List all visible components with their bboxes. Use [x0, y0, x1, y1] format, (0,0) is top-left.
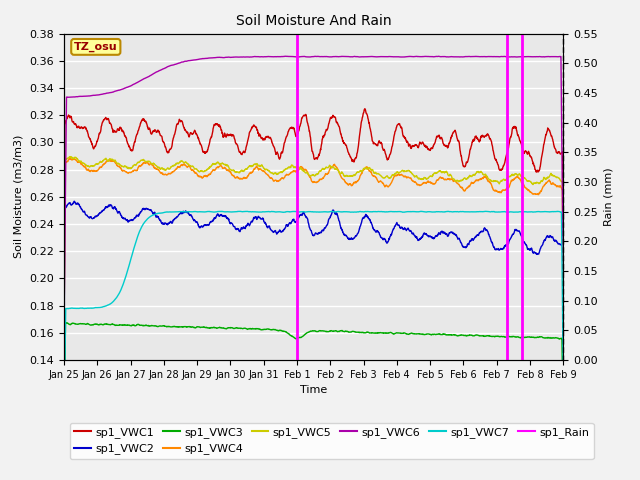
sp1_VWC2	[303, 216, 311, 221]
sp1_VWC7	[60, 419, 68, 424]
sp1_VWC2	[454, 235, 461, 240]
sp1_VWC7	[86, 305, 93, 311]
sp1_VWC5	[559, 317, 567, 323]
sp1_VWC7	[554, 208, 561, 214]
sp1_VWC6	[559, 276, 567, 282]
sp1_VWC2	[60, 378, 68, 384]
sp1_VWC3	[60, 434, 68, 440]
sp1_VWC1	[545, 127, 553, 132]
sp1_VWC5	[66, 154, 74, 159]
sp1_VWC2	[559, 345, 567, 350]
sp1_VWC6	[86, 93, 93, 99]
sp1_VWC1	[545, 126, 552, 132]
Line: sp1_VWC5: sp1_VWC5	[64, 156, 563, 356]
sp1_VWC3	[545, 335, 552, 341]
sp1_VWC1	[559, 283, 567, 288]
sp1_VWC6	[545, 54, 552, 60]
sp1_VWC7	[545, 209, 552, 215]
sp1_VWC1	[361, 106, 369, 112]
Line: sp1_VWC7: sp1_VWC7	[64, 211, 563, 421]
sp1_VWC4	[86, 168, 93, 174]
sp1_VWC5	[290, 165, 298, 170]
sp1_VWC6	[60, 321, 68, 326]
sp1_VWC3	[86, 322, 93, 327]
Text: TZ_osu: TZ_osu	[74, 42, 118, 52]
sp1_VWC4	[60, 355, 68, 360]
sp1_VWC2	[86, 215, 93, 221]
sp1_VWC5	[545, 175, 552, 180]
sp1_VWC3	[290, 334, 298, 340]
Line: sp1_VWC1: sp1_VWC1	[64, 109, 563, 338]
sp1_VWC4	[303, 168, 311, 174]
sp1_VWC1	[290, 125, 298, 131]
sp1_VWC6	[454, 54, 461, 60]
sp1_VWC2	[70, 198, 78, 204]
sp1_VWC1	[60, 335, 68, 341]
Legend: sp1_VWC1, sp1_VWC2, sp1_VWC3, sp1_VWC4, sp1_VWC5, sp1_VWC6, sp1_VWC7, sp1_Rain: sp1_VWC1, sp1_VWC2, sp1_VWC3, sp1_VWC4, …	[70, 422, 594, 459]
sp1_VWC2	[545, 234, 553, 240]
Y-axis label: Rain (mm): Rain (mm)	[604, 168, 613, 226]
sp1_VWC4	[545, 178, 552, 183]
sp1_VWC5	[545, 174, 553, 180]
sp1_VWC7	[545, 209, 552, 215]
sp1_VWC4	[559, 323, 567, 328]
Line: sp1_VWC4: sp1_VWC4	[64, 158, 563, 358]
sp1_VWC5	[303, 169, 311, 175]
sp1_VWC7	[453, 209, 461, 215]
sp1_VWC5	[86, 164, 93, 170]
sp1_VWC3	[454, 333, 461, 338]
sp1_VWC3	[303, 330, 311, 336]
sp1_VWC7	[290, 209, 298, 215]
sp1_VWC7	[303, 209, 310, 215]
Y-axis label: Soil Moisture (m3/m3): Soil Moisture (m3/m3)	[14, 135, 24, 259]
sp1_VWC4	[66, 155, 74, 161]
sp1_VWC4	[454, 180, 461, 186]
sp1_VWC3	[545, 335, 553, 341]
sp1_VWC6	[282, 53, 290, 59]
X-axis label: Time: Time	[300, 385, 327, 395]
sp1_VWC1	[303, 116, 310, 121]
sp1_VWC1	[86, 135, 93, 141]
sp1_VWC1	[454, 136, 461, 142]
sp1_VWC4	[290, 168, 298, 174]
Line: sp1_VWC2: sp1_VWC2	[64, 201, 563, 381]
Line: sp1_VWC6: sp1_VWC6	[64, 56, 563, 324]
sp1_VWC5	[454, 178, 461, 183]
sp1_VWC2	[290, 216, 298, 222]
sp1_VWC5	[60, 353, 68, 359]
sp1_VWC2	[545, 234, 552, 240]
sp1_VWC3	[559, 424, 567, 430]
Title: Soil Moisture And Rain: Soil Moisture And Rain	[236, 14, 392, 28]
Line: sp1_VWC3: sp1_VWC3	[64, 323, 563, 437]
sp1_VWC6	[290, 54, 298, 60]
sp1_VWC6	[545, 54, 553, 60]
sp1_VWC7	[559, 367, 567, 373]
sp1_VWC4	[545, 178, 553, 183]
sp1_VWC3	[63, 320, 70, 325]
sp1_VWC6	[303, 54, 311, 60]
